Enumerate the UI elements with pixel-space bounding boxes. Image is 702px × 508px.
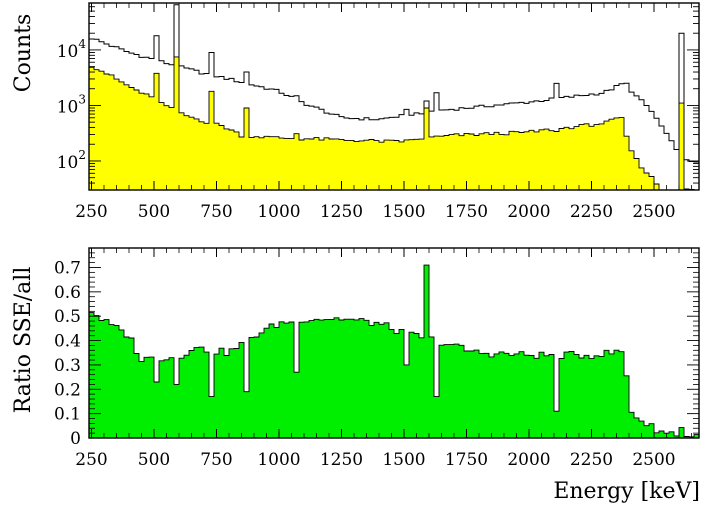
x-tick-label: 2250: [570, 202, 613, 222]
y-tick-label: 0: [70, 429, 81, 449]
x-tick-label: 1500: [382, 202, 425, 222]
energy-x-axis-title: Energy [keV]: [553, 479, 700, 504]
ratio-x-tick-labels: 250 500 750 1000 1250 1500 1750 2000 2250 2500: [75, 450, 675, 470]
y-tick-label: 103: [57, 92, 86, 117]
counts-y-tick-labels: 102 103 104: [57, 37, 87, 173]
x-tick-label: 500: [138, 450, 170, 470]
x-tick-label: 500: [138, 202, 170, 222]
x-tick-label: 1750: [445, 450, 488, 470]
ratio-y-tick-labels: 0 0.1 0.2 0.3 0.4 0.5 0.6 0.7: [54, 258, 81, 449]
x-tick-label: 2500: [632, 450, 675, 470]
y-tick-label: 0.1: [54, 405, 81, 425]
y-tick-label: 102: [57, 148, 86, 173]
y-tick-label: 0.2: [54, 380, 81, 400]
y-tick-label: 0.5: [54, 307, 81, 327]
x-tick-label: 1250: [320, 202, 363, 222]
x-tick-label: 2500: [632, 202, 675, 222]
x-tick-label: 750: [200, 450, 232, 470]
y-tick-label: 0.7: [54, 258, 81, 278]
sse-histogram-area: [89, 56, 699, 190]
counts-y-axis-title: Counts: [11, 14, 36, 93]
y-tick-label: 0.3: [54, 356, 81, 376]
ratio-histogram-fill: [89, 264, 699, 438]
counts-plot-frame: [88, 2, 700, 191]
x-tick-label: 2250: [570, 450, 613, 470]
y-tick-label: 104: [57, 37, 87, 62]
x-tick-label: 250: [75, 450, 107, 470]
x-tick-label: 2000: [507, 202, 550, 222]
ratio-plot-frame: [88, 247, 700, 439]
x-tick-label: 750: [200, 202, 232, 222]
counts-axis-ticks: [89, 2, 699, 191]
all-events-histogram-line: [89, 4, 699, 190]
ratio-axis-ticks: [89, 248, 699, 439]
counts-x-tick-labels: 250 500 750 1000 1250 1500 1750 2000 2250 2500: [75, 202, 675, 222]
y-tick-label: 0.4: [54, 332, 81, 352]
x-tick-label: 1500: [382, 450, 425, 470]
ratio-panel: 250 500 750 1000 1250 1500 1750 2000 2250 2500 00…: [11, 247, 700, 504]
all-events-histogram-step: [89, 4, 699, 190]
x-tick-label: 1000: [257, 202, 300, 222]
ratio-y-axis-title: Ratio SSE/all: [11, 267, 36, 414]
counts-panel: 250 500 750 1000 1250 1500 1750 2000 2250 2500 10…: [11, 2, 700, 222]
x-tick-label: 1000: [257, 450, 300, 470]
x-tick-label: 250: [75, 202, 107, 222]
x-tick-label: 1250: [320, 450, 363, 470]
x-tick-label: 2000: [507, 450, 550, 470]
y-tick-label: 0.6: [54, 283, 81, 303]
sse-histogram-fill: [89, 56, 699, 190]
x-tick-label: 1750: [445, 202, 488, 222]
ratio-histogram-area: [89, 264, 699, 438]
